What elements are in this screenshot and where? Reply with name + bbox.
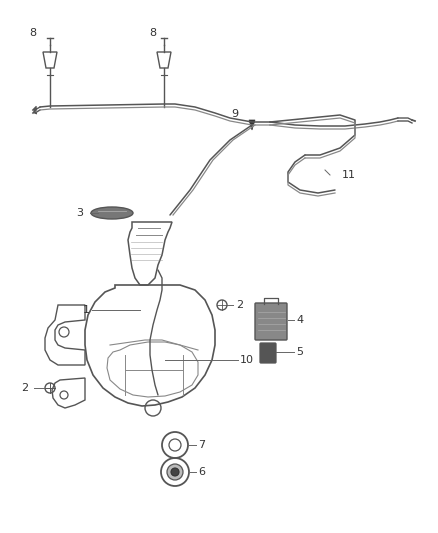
Text: 7: 7 xyxy=(198,440,205,450)
Text: 8: 8 xyxy=(29,28,36,38)
Text: 2: 2 xyxy=(236,300,243,310)
Text: 1: 1 xyxy=(83,305,90,315)
Circle shape xyxy=(167,464,183,480)
Text: 9: 9 xyxy=(231,109,238,119)
Text: 2: 2 xyxy=(21,383,28,393)
Circle shape xyxy=(171,468,179,476)
Text: 11: 11 xyxy=(342,170,356,180)
Ellipse shape xyxy=(91,207,133,219)
Text: 4: 4 xyxy=(296,315,303,325)
Text: 5: 5 xyxy=(296,347,303,357)
FancyBboxPatch shape xyxy=(260,343,276,363)
FancyBboxPatch shape xyxy=(255,303,287,340)
Text: 8: 8 xyxy=(149,28,156,38)
Text: 10: 10 xyxy=(240,355,254,365)
Polygon shape xyxy=(249,120,255,130)
Text: 3: 3 xyxy=(76,208,83,218)
Text: 6: 6 xyxy=(198,467,205,477)
